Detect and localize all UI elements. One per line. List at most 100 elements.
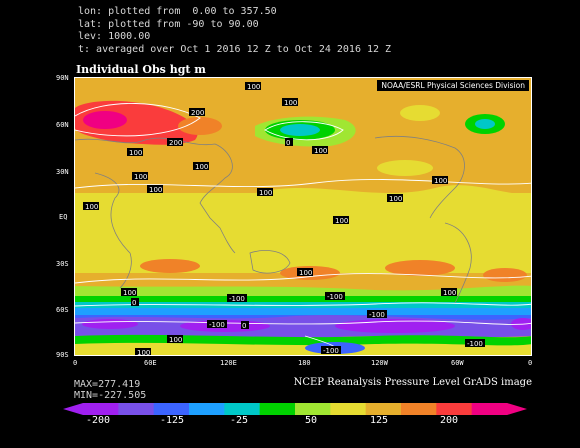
southern-band-lightblue: [75, 308, 531, 318]
africa-coast: [94, 172, 132, 289]
contour-label: 100: [134, 173, 147, 181]
source-label: NCEP Reanalysis Pressure Level GrADS ima…: [293, 377, 532, 388]
contour-100-south: [75, 273, 531, 284]
stats-block: MAX=277.419 MIN=-227.505: [74, 379, 146, 401]
arctic-yellow: [400, 105, 440, 121]
colorbar-cell: [259, 403, 296, 415]
map-panel: 100 100 200 200 0 100 100 100 100 100 10…: [74, 77, 532, 356]
contour-label-group: 100 100 200 200 0 100 100 100 100 100 10…: [83, 82, 485, 356]
credit-label: NOAA/ESRL Physical Sciences Division: [377, 80, 529, 91]
aleutian-low-core: [280, 124, 320, 136]
colorbar-left-arrow: [63, 403, 83, 415]
contour-label: 100: [195, 163, 208, 171]
colorbar-cell: [189, 403, 225, 415]
contour-lines: [75, 103, 531, 355]
contour-label-box: [321, 346, 341, 354]
north-america-coast: [374, 135, 465, 219]
north-eurasia-ridge: [178, 117, 222, 135]
contour-200-siberia: [75, 103, 201, 137]
colorbar-cell: [365, 403, 402, 415]
max-value: MAX=277.419: [74, 379, 141, 390]
contour-label: 100: [137, 349, 150, 356]
contour-label-box: [367, 310, 387, 318]
contour-0-south: [75, 302, 531, 307]
colorbar-label: 50: [305, 415, 318, 426]
contour-label-box: [207, 320, 227, 328]
contour-label-box: [241, 321, 249, 329]
colorbar-right-arrow: [507, 403, 527, 415]
contour-label: 0: [286, 139, 290, 147]
lon-tick-60e: 60E: [144, 359, 157, 367]
contour-label-box: [121, 288, 137, 296]
contour-label: 100: [284, 99, 297, 107]
contour-label: 100: [434, 177, 447, 185]
min-value: MIN=-227.505: [74, 390, 147, 401]
lat-line: lat: plotted from -90 to 90.00: [78, 18, 259, 30]
contour-label: 0: [242, 322, 246, 330]
contour-label-box: [441, 288, 457, 296]
contour-label: 200: [169, 139, 182, 147]
contour-label-box: [189, 108, 205, 116]
map-title: Individual Obs hgt m: [76, 63, 206, 76]
contour-label: -100: [327, 293, 343, 301]
southern-band-cyan: [75, 302, 531, 310]
eurasia-coast: [75, 137, 236, 254]
contour-label-box: [282, 98, 298, 106]
lat-tick-eq: EQ: [59, 213, 68, 221]
contour-minus100: [75, 320, 531, 325]
colorbar-cell: [471, 403, 508, 415]
contour-label-box: [135, 348, 151, 355]
lon-tick-180: 180: [298, 359, 311, 367]
contour-label-box: [167, 138, 183, 146]
colorbar-cell: [224, 403, 261, 415]
contour-label: 100: [443, 289, 456, 297]
contour-label-box: [227, 294, 247, 302]
colorbar-cell: [295, 403, 331, 415]
south-america-coast: [444, 222, 472, 304]
colorbar-cell: [401, 403, 437, 415]
contour-label: -100: [209, 321, 225, 329]
lat-tick-30s: 30S: [56, 260, 69, 268]
south-atlantic-high: [483, 268, 527, 282]
lat-tick-90s: 90S: [56, 351, 69, 359]
lat-tick-90n: 90N: [56, 74, 69, 82]
lon-tick-0-east: 0: [528, 359, 533, 367]
south-pacific-high-east: [385, 260, 455, 276]
contour-label: 0: [132, 299, 136, 307]
contour-label: 100: [169, 336, 182, 344]
plot-header: lon: plotted from 0.00 to 357.50 lat: pl…: [78, 6, 391, 56]
contour-label: -100: [369, 311, 385, 319]
contour-label: 100: [389, 195, 402, 203]
lon-line: lon: plotted from 0.00 to 357.50: [78, 6, 277, 17]
south-indian-high: [140, 259, 200, 273]
contour-label-box: [285, 138, 293, 146]
contour-label: 200: [191, 109, 204, 117]
contour-label: 100: [85, 203, 98, 211]
contour-label-box: [193, 162, 209, 170]
colorbar-label: -200: [86, 415, 111, 426]
colorbar-cell: [330, 403, 367, 415]
time-line: t: averaged over Oct 1 2016 12 Z to Oct …: [78, 43, 392, 55]
contour-label: -100: [229, 295, 245, 303]
colorbar: [63, 403, 527, 415]
shaded-map: 100 100 200 200 0 100 100 100 100 100 10…: [75, 78, 531, 356]
contour-label-box: [257, 188, 273, 196]
colorbar-cell: [153, 403, 190, 415]
contour-label-box: [333, 216, 349, 224]
contour-label-box: [432, 176, 448, 184]
lat-tick-60n: 60N: [56, 121, 69, 129]
contour-label-box: [127, 148, 143, 156]
colorbar-label: -25: [230, 415, 249, 426]
contour-label: 100: [299, 269, 312, 277]
colorbar-cells: [83, 403, 508, 415]
colorbar-cell: [83, 403, 119, 415]
contour-label-box: [147, 185, 163, 193]
lat-tick-60s: 60S: [56, 306, 69, 314]
colorbar-cell: [118, 403, 155, 415]
contour-label-box: [312, 146, 328, 154]
contour-label-box: [297, 268, 313, 276]
contour-label-box: [131, 298, 139, 306]
north-pacific-yellow: [377, 160, 433, 176]
lon-tick-60w: 60W: [451, 359, 464, 367]
tropical-band-wave: [75, 185, 531, 283]
